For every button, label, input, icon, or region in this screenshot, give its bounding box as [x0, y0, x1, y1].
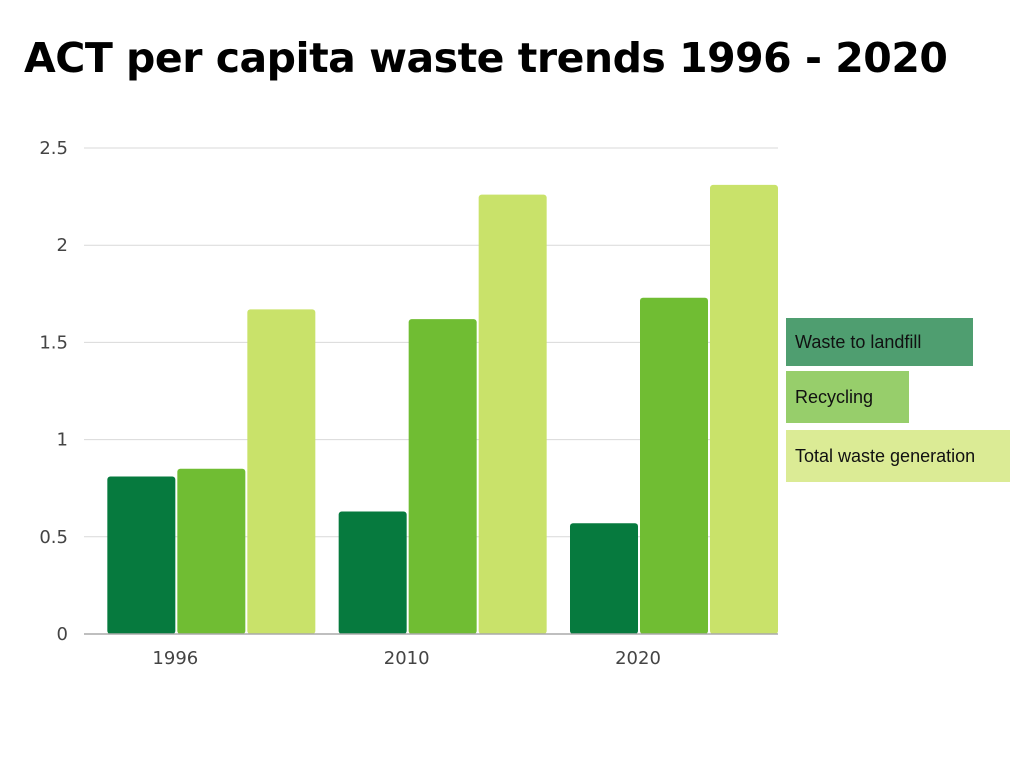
y-tick-label: 0.5 — [39, 527, 68, 548]
legend-item-recycling: Recycling — [786, 371, 909, 423]
legend-label: Recycling — [795, 386, 874, 407]
y-tick-label: 2.5 — [39, 138, 68, 159]
legend-item-total-waste-generation: Total waste generation — [786, 430, 1010, 482]
y-tick-label: 2 — [57, 235, 68, 256]
legend-label: Total waste generation — [795, 445, 976, 466]
x-tick-label: 2020 — [615, 648, 661, 669]
bar-recycling-1996 — [177, 468, 246, 634]
bar-waste-to-landfill-2020 — [570, 523, 638, 634]
y-tick-label: 1 — [57, 430, 68, 451]
bar-total-waste-generation-2020 — [710, 184, 778, 634]
bar-total-waste-generation-2010 — [478, 194, 547, 634]
chart-title: ACT per capita waste trends 1996 - 2020 — [24, 34, 948, 82]
bar-recycling-2020 — [640, 297, 708, 634]
bars — [107, 184, 778, 634]
x-tick-label: 2010 — [384, 648, 430, 669]
bar-total-waste-generation-1996 — [247, 309, 316, 634]
x-tick-label: 1996 — [152, 648, 198, 669]
y-axis-ticks: 0 0.5 1 1.5 2 2.5 — [39, 138, 68, 645]
y-tick-label: 1.5 — [39, 332, 68, 353]
legend-item-waste-to-landfill: Waste to landfill — [786, 318, 973, 366]
y-tick-label: 0 — [57, 624, 68, 645]
legend-label: Waste to landfill — [795, 331, 922, 352]
bar-recycling-2010 — [408, 319, 477, 634]
bar-waste-to-landfill-1996 — [107, 476, 176, 634]
x-axis-ticks: 1996 2010 2020 — [152, 648, 660, 669]
legend: Waste to landfill Recycling Total waste … — [786, 318, 1010, 482]
bar-waste-to-landfill-2010 — [338, 511, 407, 634]
